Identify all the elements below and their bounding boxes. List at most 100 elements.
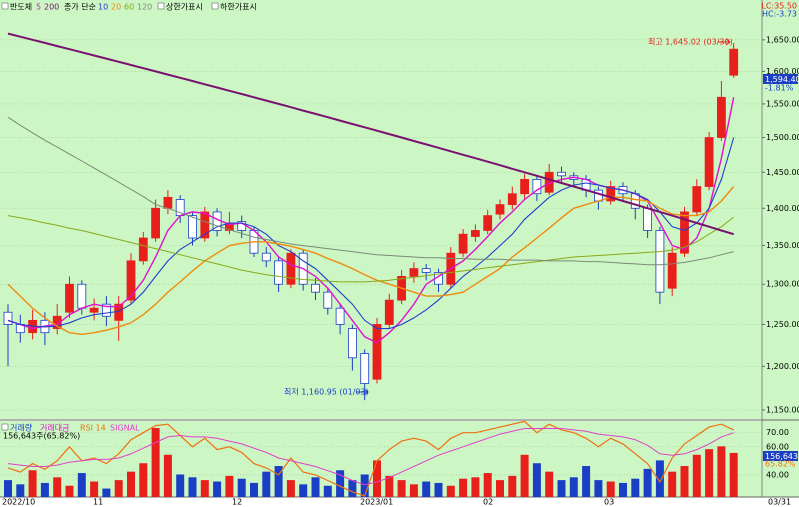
legend-upper: 상한가표시 [166, 2, 203, 12]
legend-name: 반도체 [10, 2, 32, 12]
volume-bar [114, 480, 123, 497]
volume-bar [619, 482, 627, 497]
volume-bar [643, 468, 652, 497]
candle-body [188, 215, 197, 239]
candle-body [384, 299, 394, 325]
y-tick-label: 1,550.00 [766, 99, 799, 108]
volume-bar [409, 484, 418, 497]
candle-body [311, 283, 320, 293]
volume-bar [151, 428, 160, 497]
volume-bar [53, 477, 62, 497]
low-annotation: 최저 1,160.95 (01/03) [284, 387, 369, 397]
volume-bar [508, 475, 517, 497]
y-tick-label: 1,150.00 [766, 405, 799, 414]
volume-bar [323, 485, 332, 497]
price-tag: 1,594.40 [765, 75, 799, 84]
candle-body [89, 307, 99, 313]
ma-line [7, 116, 734, 266]
y-tick-label: 1,250.00 [766, 320, 799, 329]
legend-box [1, 2, 9, 10]
candle-body [458, 233, 468, 254]
volume-bar [274, 466, 283, 497]
candle-body [421, 268, 431, 273]
high-arrow [718, 38, 731, 46]
legend-box [157, 2, 165, 10]
volume-bar [127, 471, 135, 497]
volume-bar [532, 463, 541, 497]
volume-bar [4, 480, 12, 497]
legend-item: 200 [44, 3, 59, 12]
legend-item: 20 [111, 3, 121, 12]
price-tag-box [763, 74, 798, 84]
volume-bar [582, 466, 591, 497]
volume-bar [397, 480, 406, 497]
signal-line [7, 428, 734, 486]
volume-bar [16, 484, 25, 497]
volume-bar [545, 471, 554, 497]
legend-item: 5 [36, 3, 41, 12]
x-label: 2023/01 [360, 498, 393, 507]
price-change: -1.81% [765, 84, 794, 93]
volume-bar [520, 454, 529, 497]
volume-bar [200, 480, 209, 497]
candle-body [717, 96, 726, 138]
signal-legend: SIGNAL [110, 424, 140, 433]
y-tick-label: 1,450.00 [766, 168, 799, 177]
candle-body [52, 315, 62, 329]
candle-body [261, 252, 271, 262]
y2-tick-label: 60.00 [766, 442, 789, 451]
candle-body [372, 324, 382, 380]
y-tick-label: 1,600.00 [766, 67, 799, 76]
candle-body [495, 204, 505, 215]
candle-body [138, 237, 148, 262]
volume-bar [336, 470, 345, 497]
candle-body [520, 178, 529, 195]
y2-tick-label: 70.00 [766, 428, 789, 437]
x-label: 2022/10 [2, 498, 35, 507]
candle-body [667, 252, 677, 289]
legend-item: 60 [124, 3, 134, 12]
ma-line [7, 137, 735, 330]
candle-body [335, 307, 345, 325]
volume-value: 156,643주(65.82%) [3, 432, 80, 441]
candle-body [65, 283, 74, 313]
legend-box [1, 423, 9, 431]
legend-item: 10 [98, 3, 108, 12]
candle-body [347, 328, 357, 359]
candle-body [3, 311, 13, 325]
low-arrow [356, 388, 369, 396]
legend-ma: 종가 단순 [64, 2, 96, 12]
volume-bar [40, 482, 49, 497]
volume-bar [705, 449, 714, 497]
volume-bar [213, 481, 222, 497]
candle-body [77, 283, 87, 309]
candle-body [163, 196, 173, 209]
rsi-legend: RSI 14 [80, 424, 106, 433]
hc-label: HC:-3.73 [762, 10, 797, 19]
volume-bar [348, 480, 357, 497]
candle-body [151, 207, 161, 239]
ma-line [7, 215, 735, 283]
candle-body [643, 207, 652, 231]
candle-body [126, 260, 136, 301]
candle-body [323, 291, 333, 309]
volume-bar [28, 470, 37, 497]
candle-body [102, 303, 111, 317]
candle-body [692, 186, 702, 213]
legend-item: 120 [137, 3, 152, 12]
candle-body [704, 137, 714, 187]
y-tick-label: 1,350.00 [766, 241, 799, 250]
lc-label: LC:35.50 [761, 2, 797, 11]
legend-lower: 하한가표시 [220, 2, 257, 12]
candle-body [655, 230, 665, 293]
candle-body [200, 211, 210, 239]
candle-body [360, 353, 370, 384]
volume-bar [139, 463, 148, 497]
x-label: 11 [93, 498, 103, 507]
volume-bar [729, 452, 738, 497]
volume-bar [569, 477, 578, 497]
candle-body [680, 211, 689, 254]
volume-bar [373, 460, 381, 497]
volume-bar [446, 485, 455, 497]
